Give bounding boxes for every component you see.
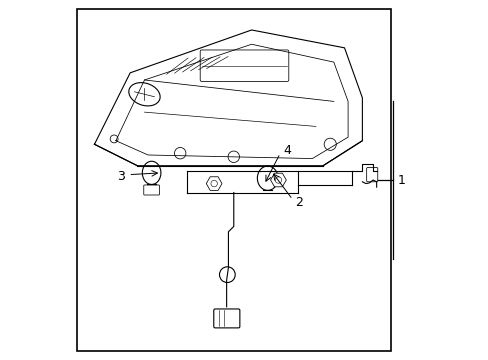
Text: 2: 2 <box>295 196 303 209</box>
Circle shape <box>219 267 235 283</box>
Circle shape <box>275 177 281 183</box>
Bar <box>77 9 390 351</box>
Text: 4: 4 <box>283 144 290 157</box>
Ellipse shape <box>128 83 160 106</box>
Circle shape <box>227 151 239 162</box>
Circle shape <box>174 148 185 159</box>
Circle shape <box>110 135 118 143</box>
FancyBboxPatch shape <box>213 309 240 328</box>
Text: 1: 1 <box>397 174 405 186</box>
Circle shape <box>210 180 217 187</box>
FancyBboxPatch shape <box>366 167 377 182</box>
Text: 3: 3 <box>117 170 124 183</box>
Ellipse shape <box>257 166 278 190</box>
FancyBboxPatch shape <box>143 185 159 195</box>
Ellipse shape <box>142 161 161 184</box>
Circle shape <box>324 138 336 150</box>
FancyBboxPatch shape <box>200 50 288 81</box>
